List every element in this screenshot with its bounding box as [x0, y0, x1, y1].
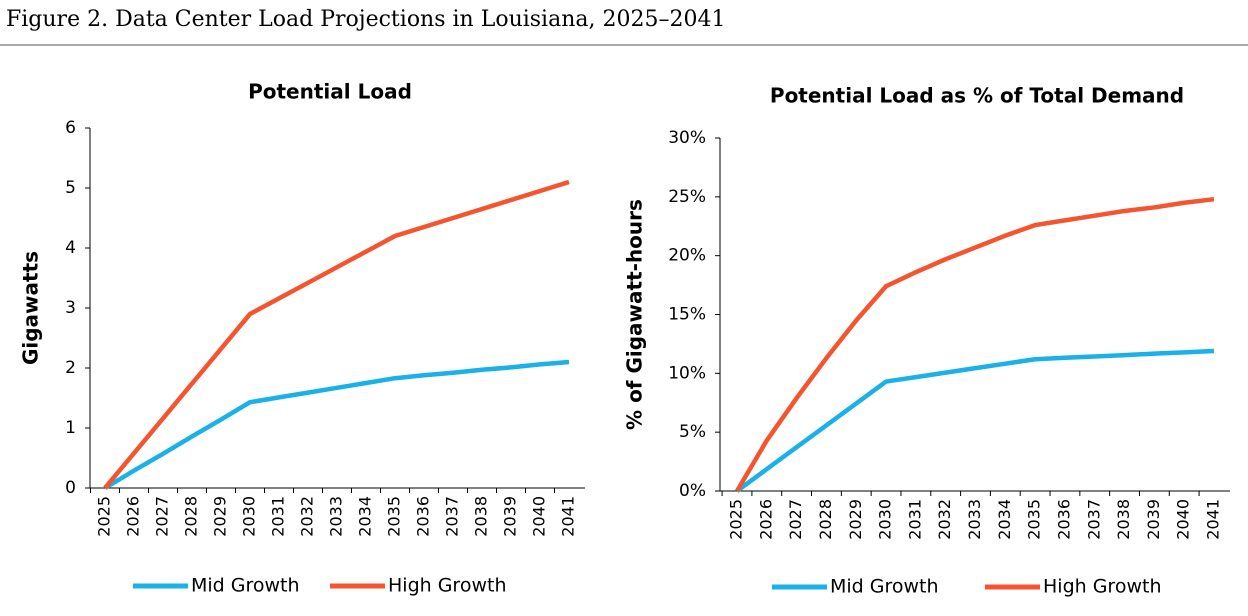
x-tick-label: 2031 — [269, 496, 288, 537]
x-tick-label: 2029 — [846, 499, 865, 540]
y-tick-label: 2 — [65, 358, 76, 378]
x-tick-label: 2029 — [211, 496, 230, 537]
y-axis-label: Gigawatts — [19, 251, 43, 365]
x-tick-label: 2040 — [530, 496, 549, 537]
y-tick-label: 25% — [668, 187, 706, 207]
x-tick-label: 2027 — [786, 499, 805, 540]
chart-title: Potential Load — [248, 80, 412, 104]
x-tick-label: 2026 — [756, 499, 775, 540]
x-tick-label: 2030 — [240, 496, 259, 537]
x-tick-label: 2036 — [1054, 499, 1073, 540]
chart-title: Potential Load as % of Total Demand — [770, 84, 1184, 108]
x-tick-label: 2032 — [298, 496, 317, 537]
x-tick-label: 2041 — [559, 496, 578, 537]
x-tick-label: 2026 — [124, 496, 143, 537]
y-tick-label: 6 — [65, 118, 76, 138]
y-tick-label: 3 — [65, 298, 76, 318]
x-tick-label: 2036 — [414, 496, 433, 537]
x-tick-label: 2027 — [153, 496, 172, 537]
x-tick-label: 2035 — [385, 496, 404, 537]
x-tick-label: 2037 — [443, 496, 462, 537]
y-tick-label: 4 — [65, 238, 76, 258]
y-tick-label: 0 — [65, 478, 76, 498]
x-tick-label: 2025 — [727, 499, 746, 540]
x-tick-label: 2031 — [905, 499, 924, 540]
x-tick-label: 2040 — [1174, 499, 1193, 540]
y-tick-label: 5 — [65, 178, 76, 198]
y-tick-label: 10% — [668, 363, 706, 383]
data-line — [103, 359, 570, 490]
x-tick-label: 2034 — [995, 499, 1014, 540]
x-tick-label: 2039 — [501, 496, 520, 537]
x-tick-label: 2028 — [182, 496, 201, 537]
x-tick-label: 2033 — [965, 499, 984, 540]
data-line — [735, 196, 1215, 493]
x-tick-label: 2039 — [1144, 499, 1163, 540]
x-tick-label: 2028 — [816, 499, 835, 540]
legend-label: High Growth — [388, 575, 506, 597]
x-tick-label: 2037 — [1084, 499, 1103, 540]
x-tick-label: 2035 — [1025, 499, 1044, 540]
legend-label: High Growth — [1043, 576, 1161, 598]
y-tick-label: 20% — [668, 246, 706, 266]
x-tick-label: 2033 — [327, 496, 346, 537]
y-tick-label: 5% — [679, 422, 706, 442]
x-tick-label: 2038 — [1114, 499, 1133, 540]
y-tick-label: 15% — [668, 305, 706, 325]
y-tick-label: 0% — [679, 481, 706, 501]
legend-label: Mid Growth — [191, 575, 300, 597]
y-tick-label: 1 — [65, 418, 76, 438]
y-axis-label: % of Gigawatt-hours — [623, 199, 647, 430]
y-tick-label: 30% — [668, 128, 706, 148]
x-tick-label: 2038 — [472, 496, 491, 537]
x-tick-label: 2041 — [1204, 499, 1223, 540]
legend-label: Mid Growth — [830, 576, 939, 598]
data-line — [103, 179, 570, 490]
x-tick-label: 2034 — [356, 496, 375, 537]
x-tick-label: 2030 — [876, 499, 895, 540]
x-tick-label: 2025 — [95, 496, 114, 537]
figure-title: Figure 2. Data Center Load Projections i… — [6, 7, 725, 32]
x-tick-label: 2032 — [935, 499, 954, 540]
data-line — [735, 348, 1215, 493]
